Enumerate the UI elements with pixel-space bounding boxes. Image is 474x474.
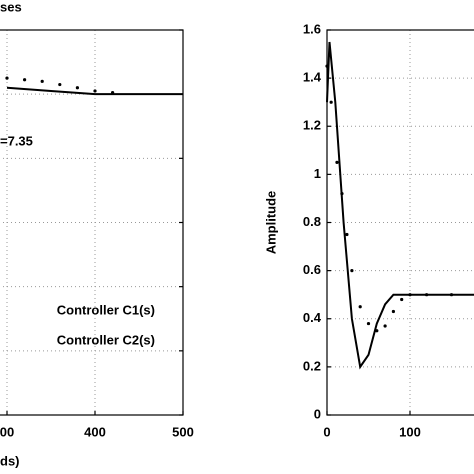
series-line [6, 86, 183, 96]
data-point [350, 269, 354, 273]
y-tick-label: 1.2 [303, 118, 321, 133]
data-point [58, 82, 62, 87]
plot-frame [326, 29, 474, 416]
data-point [375, 329, 379, 333]
y-tick-label: 0.8 [303, 214, 321, 229]
x-tick-label: 500 [172, 424, 194, 439]
data-point [366, 321, 371, 326]
y-tick-label: 0.6 [303, 262, 321, 277]
data-point [340, 192, 344, 196]
data-point [400, 297, 404, 302]
legend-label: Controller C2(s) [57, 332, 155, 347]
chart: 00 400 500 ses =7.35 ds) Controller C1(s) Contr… [0, 0, 194, 468]
series-line [326, 41, 474, 370]
y-tick-label: 1.4 [303, 70, 322, 85]
data-point [5, 76, 9, 80]
y-tick-label: 0 [314, 406, 321, 421]
data-point [391, 309, 395, 314]
data-point [23, 78, 27, 82]
annotation: =7.35 [0, 133, 33, 148]
legend-label: Controller C1(s) [57, 302, 155, 317]
x-tick-label: 00 [0, 424, 14, 439]
data-point [383, 324, 387, 328]
data-point [408, 293, 412, 297]
y-axis-label: Amplitude [263, 191, 278, 255]
chart-title: ses [0, 0, 22, 14]
data-point [335, 160, 339, 164]
y-tick-label: 0.4 [303, 310, 322, 325]
x-tick-label: 100 [399, 424, 421, 439]
data-point [425, 293, 429, 297]
data-point [345, 232, 349, 237]
data-point [325, 64, 329, 68]
data-point [40, 79, 44, 83]
y-tick-label: 1 [314, 166, 321, 181]
y-tick-label: 0.2 [303, 358, 321, 373]
x-tick-label: 400 [84, 424, 106, 439]
data-point [75, 86, 79, 90]
chart: 0 0.2 0.4 0.6 0.8 1 1.2 1.4 1.6 0 100 Amplitude [263, 21, 474, 439]
y-tick-label: 1.6 [303, 21, 321, 36]
data-point [111, 90, 115, 95]
data-point [329, 100, 333, 104]
x-tick-label: 0 [323, 424, 330, 439]
data-point [358, 305, 362, 309]
data-point [93, 89, 97, 93]
data-point [449, 293, 454, 297]
plot-frame [0, 29, 184, 416]
x-axis-label: ds) [0, 453, 20, 468]
